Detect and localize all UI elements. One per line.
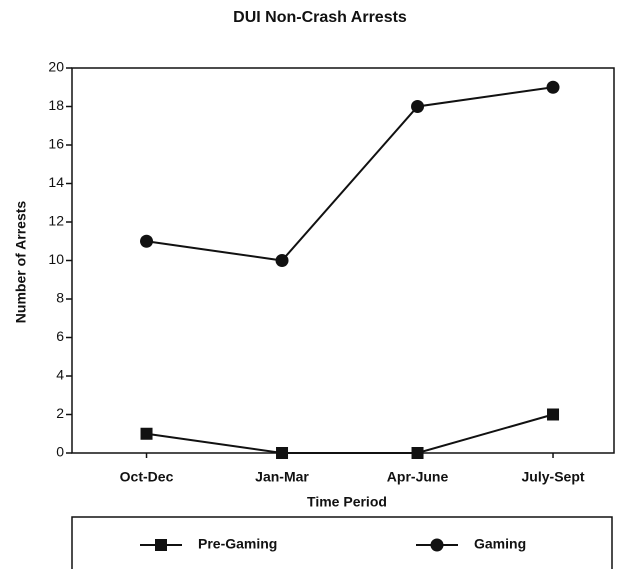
legend-label: Pre-Gaming <box>198 536 277 552</box>
data-point <box>547 408 560 421</box>
legend-marker <box>430 538 444 552</box>
plot-frame <box>71 67 615 454</box>
x-tick-label: Oct-Dec <box>120 469 174 485</box>
legend-box <box>71 516 613 569</box>
data-point <box>275 254 289 267</box>
y-tick-label: 10 <box>48 251 64 267</box>
legend-marker <box>155 539 167 551</box>
y-tick-label: 6 <box>56 328 64 344</box>
y-tick-label: 20 <box>48 59 64 75</box>
x-tick-label: July-Sept <box>522 469 585 485</box>
legend-label: Gaming <box>474 536 526 552</box>
y-tick-label: 8 <box>56 290 64 306</box>
series-line <box>146 86 554 262</box>
data-point <box>140 234 154 248</box>
data-point <box>276 447 289 459</box>
data-point <box>546 80 560 94</box>
y-tick-label: 2 <box>56 405 64 421</box>
y-tick-label: 14 <box>48 174 64 190</box>
x-axis-label: Time Period <box>307 494 387 510</box>
y-tick-label: 18 <box>48 97 64 113</box>
y-tick-label: 4 <box>56 367 64 383</box>
y-tick-label: 0 <box>56 444 64 460</box>
y-axis-label: Number of Arrests <box>13 201 29 324</box>
data-point <box>140 427 153 440</box>
x-tick-label: Jan-Mar <box>255 469 309 485</box>
y-tick-label: 16 <box>48 136 64 152</box>
data-point <box>411 100 425 113</box>
data-point <box>411 447 424 459</box>
chart-title: DUI Non-Crash Arrests <box>233 9 407 26</box>
x-tick-label: Apr-June <box>387 469 449 485</box>
y-tick-label: 12 <box>48 213 64 229</box>
series-line <box>146 413 554 454</box>
